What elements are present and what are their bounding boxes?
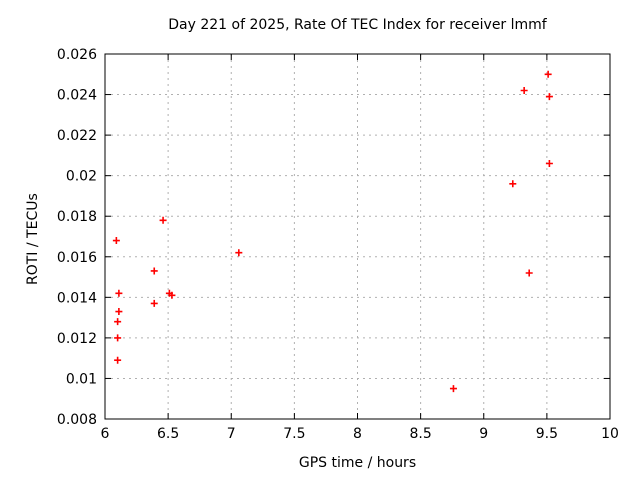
- data-point-marker: [520, 87, 528, 94]
- data-point-marker: [525, 269, 533, 277]
- x-tick-label: 8: [353, 426, 362, 442]
- data-point-marker: [168, 291, 176, 299]
- y-tick-label: 0.02: [66, 169, 97, 185]
- y-tick-label: 0.01: [66, 371, 97, 387]
- y-tick-label: 0.022: [57, 128, 97, 144]
- y-tick-label: 0.024: [57, 88, 97, 104]
- data-point-marker: [112, 237, 120, 245]
- data-point-marker: [545, 160, 553, 167]
- data-point-marker: [544, 70, 552, 78]
- x-tick-label: 6.5: [157, 426, 179, 442]
- x-tick-label: 6: [101, 426, 110, 442]
- data-point-marker: [115, 289, 123, 297]
- data-point-marker: [509, 180, 517, 188]
- data-point-marker: [150, 267, 158, 275]
- y-tick-label: 0.026: [57, 47, 97, 63]
- plot-border: [104, 53, 611, 420]
- chart-title: Day 221 of 2025, Rate Of TEC Index for r…: [168, 17, 547, 33]
- data-point-marker: [150, 299, 158, 307]
- data-point-marker: [114, 334, 122, 342]
- data-point-marker: [114, 318, 122, 326]
- y-tick-label: 0.012: [57, 331, 97, 347]
- data-point-marker: [545, 93, 553, 101]
- y-tick-label: 0.016: [57, 250, 97, 266]
- y-tick-label: 0.008: [57, 412, 97, 428]
- x-tick-label: 9.5: [536, 426, 558, 442]
- x-tick-label: 10: [601, 426, 619, 442]
- data-point-marker: [449, 385, 457, 393]
- data-point-marker: [235, 249, 243, 257]
- y-tick-label: 0.018: [57, 209, 97, 225]
- x-tick-label: 9: [479, 426, 488, 442]
- data-point-marker: [114, 356, 122, 364]
- x-axis-label: GPS time / hours: [298, 455, 417, 471]
- data-point-marker: [159, 216, 167, 224]
- y-tick-label: 0.014: [57, 290, 97, 306]
- data-point-marker: [115, 308, 123, 316]
- x-tick-label: 7: [227, 426, 236, 442]
- x-tick-label: 7.5: [283, 426, 305, 442]
- x-tick-label: 8.5: [409, 426, 431, 442]
